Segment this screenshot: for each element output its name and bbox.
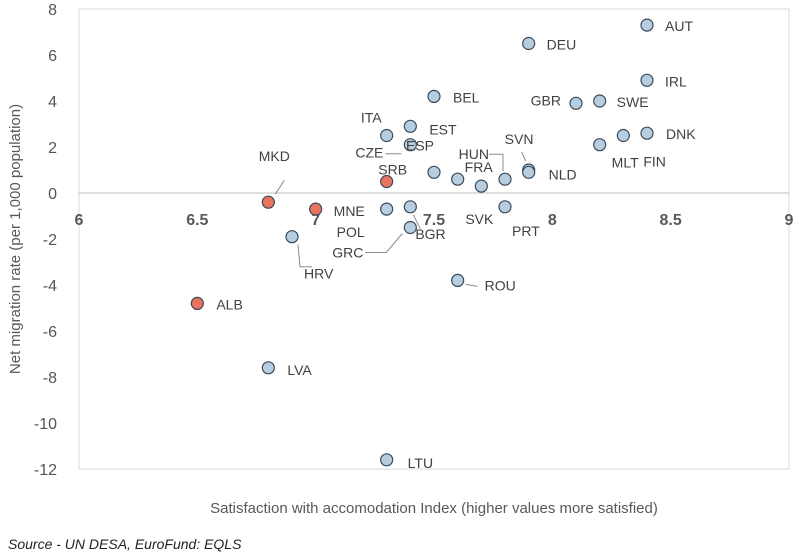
data-point-est xyxy=(403,119,417,133)
data-point-prt xyxy=(498,200,512,214)
point-label-lva: LVA xyxy=(287,362,312,378)
y-tick-label: -6 xyxy=(43,324,57,341)
leader-line xyxy=(465,283,478,287)
point-label-bel: BEL xyxy=(453,89,480,105)
point-label-fin: FIN xyxy=(643,154,666,170)
point-label-pol: POL xyxy=(337,224,365,240)
y-tick-label: -12 xyxy=(34,462,57,479)
point-label-irl: IRL xyxy=(665,73,687,89)
data-point-swe xyxy=(593,94,607,108)
leader-line xyxy=(521,151,527,162)
point-label-deu: DEU xyxy=(547,37,577,53)
point-label-cze: CZE xyxy=(355,145,383,161)
y-tick-label: -4 xyxy=(43,278,57,295)
data-point-lva xyxy=(261,361,275,375)
data-point-aut xyxy=(640,18,654,32)
data-point-hun xyxy=(498,172,512,186)
y-tick-label: -10 xyxy=(34,416,57,433)
data-point-deu xyxy=(522,36,536,51)
point-label-hrv: HRV xyxy=(304,266,334,282)
x-tick-label: 8 xyxy=(548,212,557,229)
leader-line xyxy=(365,233,403,253)
data-point-pol xyxy=(380,202,394,216)
data-point-mkd xyxy=(261,195,275,209)
y-tick-label: -8 xyxy=(43,370,57,387)
data-point-rou xyxy=(451,273,465,287)
data-point-fra xyxy=(451,172,465,186)
data-point-ltu xyxy=(380,453,394,467)
y-tick-label: 4 xyxy=(48,94,57,111)
data-point-mlt xyxy=(593,138,607,152)
y-axis-title: Net migration rate (per 1,000 population… xyxy=(7,104,24,374)
y-tick-label: 8 xyxy=(48,2,57,19)
point-label-ltu: LTU xyxy=(408,455,433,471)
point-label-prt: PRT xyxy=(512,223,540,239)
point-label-fra: FRA xyxy=(465,159,494,175)
x-tick-label: 7.5 xyxy=(423,212,445,229)
x-tick-label: 8.5 xyxy=(660,212,682,229)
point-label-dnk: DNK xyxy=(666,126,696,142)
data-point-irl xyxy=(640,73,654,87)
leader-line xyxy=(489,153,504,172)
point-label-swe: SWE xyxy=(617,94,649,110)
x-tick-label: 9 xyxy=(785,212,794,229)
source-note: Source - UN DESA, EuroFund: EQLS xyxy=(8,536,242,552)
x-tick-label: 6 xyxy=(75,212,84,229)
data-point-gbr xyxy=(569,96,583,110)
leader-line xyxy=(297,244,312,268)
data-point-cze xyxy=(403,138,417,152)
data-point-esp xyxy=(427,165,441,179)
point-label-gbr: GBR xyxy=(531,92,561,108)
point-label-rou: ROU xyxy=(485,277,516,293)
data-point-mne xyxy=(309,202,323,216)
point-label-nld: NLD xyxy=(549,166,577,182)
x-axis-title: Satisfaction with accomodation Index (hi… xyxy=(210,500,658,517)
point-label-svn: SVN xyxy=(505,131,534,147)
y-tick-label: -2 xyxy=(43,232,57,249)
point-label-svk: SVK xyxy=(465,211,494,227)
point-label-esp: ESP xyxy=(406,137,434,153)
data-point-svk xyxy=(474,179,488,193)
point-label-hun: HUN xyxy=(459,146,489,162)
point-label-alb: ALB xyxy=(216,296,242,312)
leader-line xyxy=(274,179,285,195)
data-point-fin xyxy=(616,128,630,143)
point-label-aut: AUT xyxy=(665,18,693,34)
data-point-dnk xyxy=(640,126,654,140)
point-label-srb: SRB xyxy=(378,162,407,178)
data-point-alb xyxy=(190,296,204,310)
data-point-hrv xyxy=(285,230,299,244)
data-point-bel xyxy=(427,89,441,104)
data-point-nld xyxy=(522,165,536,179)
data-point-ita xyxy=(380,128,394,143)
leader-line xyxy=(412,214,421,230)
point-label-mlt: MLT xyxy=(612,155,639,171)
point-label-mkd: MKD xyxy=(259,148,290,164)
point-label-bgr: BGR xyxy=(415,226,445,242)
point-label-est: EST xyxy=(429,121,457,137)
data-point-srb xyxy=(380,174,394,189)
data-point-bgr xyxy=(403,200,417,214)
point-label-grc: GRC xyxy=(332,245,363,261)
x-tick-label: 6.5 xyxy=(186,212,208,229)
point-label-mne: MNE xyxy=(334,203,365,219)
plot-area xyxy=(78,8,790,470)
point-label-ita: ITA xyxy=(361,110,382,126)
y-tick-label: 6 xyxy=(48,48,57,65)
y-tick-label: 2 xyxy=(48,140,57,157)
y-tick-label: 0 xyxy=(48,186,57,203)
x-tick-label: 7 xyxy=(311,212,320,229)
data-point-grc xyxy=(403,220,417,235)
